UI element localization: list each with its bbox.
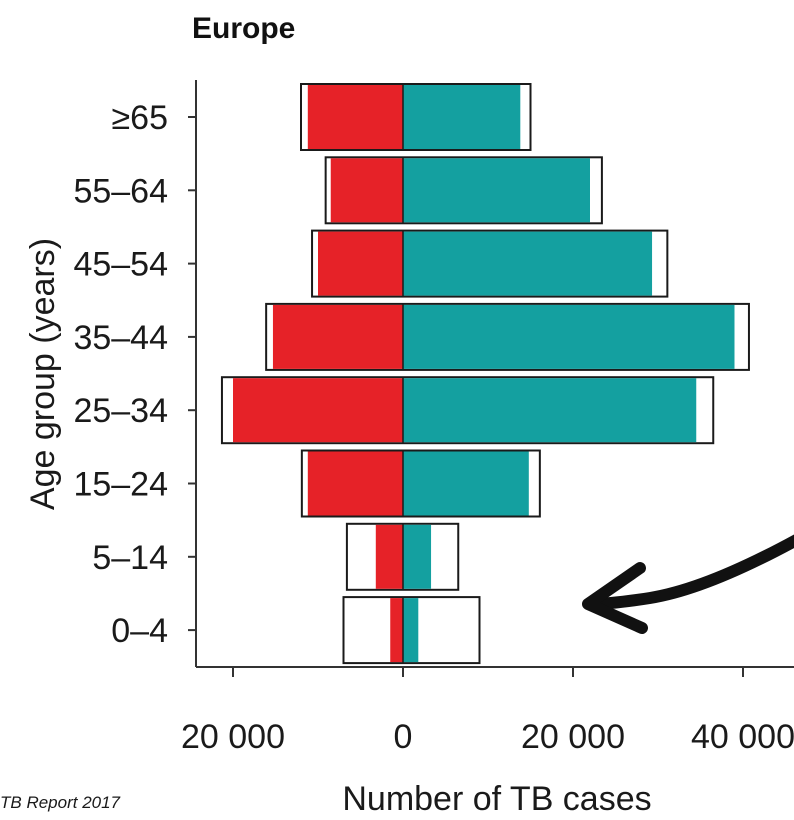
bar-right-1 — [403, 158, 590, 223]
x-tick-label: 20 000 — [181, 718, 285, 756]
y-tick-label: 5–14 — [92, 539, 168, 577]
x-tick-labels: 20 000 0 20 000 40 000 — [181, 667, 794, 756]
x-axis-title: Number of TB cases — [342, 780, 651, 818]
bar-right-0 — [403, 85, 521, 149]
y-tick-label: 35–44 — [73, 319, 168, 357]
source-caption: TB Report 2017 — [0, 793, 121, 812]
bar-left-5 — [307, 451, 403, 516]
bar-right-7 — [403, 598, 419, 663]
bar-right-5 — [403, 451, 529, 516]
chart-title: Europe — [192, 12, 295, 45]
bar-right-2 — [403, 231, 653, 296]
y-tick-labels: ≥65 55–64 45–54 35–44 25–34 15–24 5–14 0–4 — [73, 99, 196, 650]
bar-left-3 — [272, 304, 403, 369]
bar-left-6 — [375, 524, 403, 589]
x-tick-label: 40 000 — [691, 718, 794, 756]
bar-left-2 — [318, 231, 403, 296]
x-tick-label: 0 — [394, 718, 413, 756]
y-tick-label: 55–64 — [73, 172, 168, 210]
arrow-pointing-left-icon — [582, 534, 794, 634]
y-tick-label: 25–34 — [73, 392, 168, 430]
y-axis-title: Age group (years) — [24, 238, 62, 510]
y-tick-label: ≥65 — [112, 99, 168, 137]
bar-left-0 — [307, 85, 403, 149]
bar-left-4 — [233, 378, 403, 443]
bar-left-1 — [330, 158, 403, 223]
bar-right-6 — [403, 524, 432, 589]
bar-right-3 — [403, 304, 735, 369]
x-tick-label: 20 000 — [521, 718, 625, 756]
y-tick-label: 15–24 — [73, 466, 168, 504]
y-tick-label: 0–4 — [111, 612, 168, 650]
bars-group — [220, 83, 750, 665]
y-tick-label: 45–54 — [73, 246, 168, 284]
bar-right-4 — [403, 378, 697, 443]
bar-left-7 — [390, 598, 403, 663]
